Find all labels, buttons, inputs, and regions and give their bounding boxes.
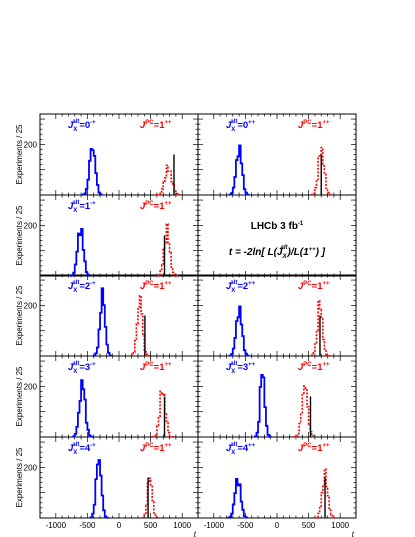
info-formula: t = -2ln[ L(JXalt)/L(1++) ] (229, 245, 326, 260)
y-axis-label: Experiments / 25 (15, 124, 24, 185)
panel-frame-3-1 (197, 355, 357, 438)
y-tick-label-200: 200 (24, 140, 38, 149)
x-axis-label: t (352, 530, 355, 537)
info-formula-mid: )/L(1 (287, 247, 310, 258)
panel-frame-2-1 (197, 274, 357, 357)
info-formula-sup2: ++ (309, 247, 317, 253)
alt-hypothesis-histogram (228, 144, 250, 196)
alt-hypothesis-label: JXalt=1-+ (68, 200, 96, 214)
marks-layer (69, 144, 337, 519)
jpc-label: JPC=1++ (298, 362, 330, 373)
alt-hypothesis-histogram (227, 477, 248, 519)
y-axis-label: Experiments / 25 (15, 447, 24, 508)
jpc-histogram (314, 468, 337, 519)
jpc-histogram (156, 164, 182, 196)
panel-frame-4-1 (197, 436, 357, 519)
alt-hypothesis-histogram (89, 459, 109, 519)
y-tick-label-200: 200 (24, 301, 38, 310)
jpc-label: JPC=1++ (140, 281, 172, 292)
alt-hypothesis-label: JXalt=4-+ (68, 442, 96, 456)
y-axis-label: Experiments / 25 (15, 285, 24, 346)
y-tick-label-200: 200 (24, 221, 38, 230)
jpc-label: JPC=1++ (140, 362, 172, 373)
info-panel: LHCb 3 fb-1 t = -2ln[ L(JXalt)/L(1++) ] (229, 221, 326, 260)
panel-frame-1-1 (197, 194, 357, 277)
info-experiment-label: LHCb 3 fb-1 (251, 221, 304, 232)
x-tick-label: 0 (117, 521, 122, 530)
x-tick-label: -1000 (204, 521, 225, 530)
panel-frame-0-1 (197, 113, 357, 196)
panel-frame-3-0 (39, 355, 199, 438)
alt-hypothesis-label: JXalt=3-+ (68, 361, 96, 375)
jpc-label: JPC=1++ (140, 120, 172, 131)
x-tick-label: 1000 (173, 521, 191, 530)
y-tick-label-200: 200 (24, 463, 38, 472)
jpc-histogram (130, 295, 150, 357)
info-experiment-sup: -1 (298, 221, 304, 227)
jpc-label: JPC=1++ (298, 281, 330, 292)
alt-hypothesis-histogram (253, 373, 272, 438)
x-tick-label: 500 (302, 521, 316, 530)
y-axis-label: Experiments / 25 (15, 366, 24, 427)
x-tick-label: -500 (237, 521, 254, 530)
alt-hypothesis-histogram (228, 305, 250, 357)
alt-hypothesis-label: JXalt=4++ (226, 442, 256, 456)
alt-hypothesis-histogram (92, 287, 112, 357)
jpc-label: JPC=1++ (140, 201, 172, 212)
alt-hypothesis-histogram (69, 228, 92, 277)
jpc-histogram (310, 299, 330, 357)
panel-frame-1-0 (39, 194, 199, 277)
info-formula-sup: alt (281, 245, 289, 251)
y-tick-label-200: 200 (24, 382, 38, 391)
x-tick-label: -1000 (46, 521, 67, 530)
jpc-histogram (293, 385, 316, 438)
x-tick-label: -500 (79, 521, 96, 530)
alt-hypothesis-label: JXalt=2++ (226, 280, 256, 294)
panel-frame-4-0 (39, 436, 199, 519)
alt-hypothesis-label: JXalt=3++ (226, 361, 256, 375)
x-axis-label: t (194, 530, 197, 537)
alt-hypothesis-histogram (72, 379, 94, 438)
x-tick-label: 1000 (331, 521, 349, 530)
jpc-label: JPC=1++ (298, 443, 330, 454)
jpc-histogram (156, 223, 179, 277)
jpc-histogram (141, 477, 160, 519)
jpc-label: JPC=1++ (140, 443, 172, 454)
x-tick-label: 0 (275, 521, 280, 530)
alt-hypothesis-label: JXalt=2-+ (68, 280, 96, 294)
panel-frame-2-0 (39, 274, 199, 357)
y-axis-label: Experiments / 25 (15, 205, 24, 266)
info-experiment-text: LHCb 3 fb (251, 221, 298, 232)
jpc-histogram (151, 390, 174, 438)
info-formula-prefix: t = -2ln[ L(J (229, 247, 283, 258)
x-tick-label: 500 (144, 521, 158, 530)
alt-hypothesis-label: JXalt=0++ (226, 119, 256, 133)
alt-hypothesis-label: JXalt=0-+ (68, 119, 96, 133)
jpc-label: JPC=1++ (298, 120, 330, 131)
alt-hypothesis-histogram (81, 148, 103, 196)
axes-layer (39, 113, 357, 519)
info-formula-suffix: ) ] (315, 247, 326, 258)
jpc-histogram (310, 146, 332, 196)
info-formula-sub: X (282, 254, 288, 260)
